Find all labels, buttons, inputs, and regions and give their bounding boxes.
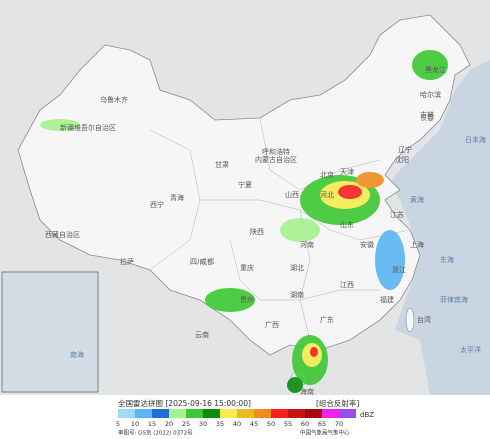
place-label: 湖北 bbox=[290, 263, 304, 272]
color-cell bbox=[288, 409, 305, 418]
place-label: 云南 bbox=[195, 330, 209, 339]
level-label: 10 bbox=[131, 420, 139, 428]
color-cell bbox=[339, 409, 356, 418]
color-cell bbox=[186, 409, 203, 418]
south-china-sea-inset bbox=[1, 271, 99, 393]
place-label: 北京 bbox=[320, 170, 334, 179]
level-label: 40 bbox=[233, 420, 241, 428]
level-label: 20 bbox=[165, 420, 173, 428]
place-label: 台湾 bbox=[417, 315, 431, 324]
place-label: 广东 bbox=[320, 315, 334, 324]
place-label: 四川 bbox=[190, 258, 204, 266]
color-cell bbox=[220, 409, 237, 418]
place-label: 福建 bbox=[380, 295, 394, 304]
approval: 审图号: GS京 (2022) 0372号 bbox=[118, 429, 193, 437]
product: [组合反射率] bbox=[316, 398, 359, 408]
color-cell bbox=[322, 409, 339, 418]
place-label: 吉林 bbox=[420, 110, 434, 119]
place-label: 沈阳 bbox=[395, 155, 409, 164]
level-label: 30 bbox=[199, 420, 207, 428]
china-land bbox=[17, 14, 471, 356]
place-label: 贵州 bbox=[240, 295, 254, 304]
sea-label: 菲律宾海 bbox=[440, 295, 468, 304]
level-label: 45 bbox=[250, 420, 258, 428]
place-label: 重庆 bbox=[240, 263, 254, 272]
color-cell bbox=[152, 409, 169, 418]
place-label: 呼和浩特 bbox=[262, 147, 290, 156]
place-label: 乌鲁木齐 bbox=[100, 95, 128, 104]
place-label: 江苏 bbox=[390, 210, 404, 219]
place-label: 拉萨 bbox=[120, 257, 134, 266]
level-label: 60 bbox=[301, 420, 309, 428]
level-label: 35 bbox=[216, 420, 224, 428]
province-borders bbox=[149, 117, 411, 341]
sea-label: 东海 bbox=[440, 255, 454, 264]
color-cell bbox=[271, 409, 288, 418]
place-label: 浙江 bbox=[392, 265, 406, 274]
place-label: 黑龙江 bbox=[425, 65, 446, 74]
unit: dBZ bbox=[360, 411, 374, 419]
place-label: 西宁 bbox=[150, 200, 164, 209]
place-label: 广西 bbox=[265, 320, 279, 329]
color-cell bbox=[169, 409, 186, 418]
level-label: 70 bbox=[335, 420, 343, 428]
place-label: 江西 bbox=[340, 281, 354, 289]
place-label: 西藏自治区 bbox=[45, 230, 80, 239]
level-label: 65 bbox=[318, 420, 326, 428]
color-cell bbox=[135, 409, 152, 418]
place-labels: 乌鲁木齐新疆维吾尔自治区西藏自治区拉萨 青海西宁 甘肃 内蒙古自治区呼和浩特宁夏 北京天… bbox=[45, 65, 486, 396]
sea-label: 日本海 bbox=[465, 135, 486, 144]
level-label: 55 bbox=[284, 420, 292, 428]
level-label: 5 bbox=[116, 420, 120, 428]
color-scale: 5 10 15 20 25 30 35 40 45 50 55 60 65 70 bbox=[116, 409, 356, 428]
color-cell bbox=[237, 409, 254, 418]
place-label: 陕西 bbox=[250, 227, 264, 236]
color-cell bbox=[254, 409, 271, 418]
place-label: 成都 bbox=[200, 257, 214, 266]
place-label: 辽宁 bbox=[398, 145, 412, 154]
place-label: 哈尔滨 bbox=[420, 90, 441, 99]
place-label: 山西 bbox=[285, 190, 299, 199]
taiwan bbox=[405, 307, 415, 333]
color-cell bbox=[118, 409, 135, 418]
sea-label: 黄海 bbox=[410, 195, 424, 204]
place-label: 湖南 bbox=[290, 290, 304, 299]
place-label: 甘肃 bbox=[215, 160, 229, 169]
level-label: 15 bbox=[148, 420, 156, 428]
source: 中国气象局气象中心 bbox=[300, 429, 350, 437]
place-label: 山东 bbox=[340, 220, 354, 229]
place-label: 青海 bbox=[170, 193, 184, 202]
color-cell bbox=[203, 409, 220, 418]
title: 全国雷达拼图 [2025-09-16 15:00:00] bbox=[118, 398, 251, 408]
sea-label: 南海 bbox=[70, 350, 84, 359]
level-label: 50 bbox=[267, 420, 275, 428]
place-label: 天津 bbox=[340, 168, 354, 176]
place-label: 长春 bbox=[420, 113, 434, 122]
level-label: 25 bbox=[182, 420, 190, 428]
place-label: 河南 bbox=[300, 240, 314, 249]
place-label: 新疆维吾尔自治区 bbox=[60, 123, 116, 132]
place-label: 河北 bbox=[320, 191, 334, 199]
sea-label: 太平洋 bbox=[460, 345, 481, 354]
place-label: 上海 bbox=[410, 240, 424, 249]
place-label: 内蒙古自治区 bbox=[255, 155, 297, 164]
color-cell bbox=[305, 409, 322, 418]
place-label: 安徽 bbox=[360, 240, 374, 249]
place-label: 宁夏 bbox=[238, 180, 252, 189]
place-label: 海南 bbox=[300, 387, 314, 396]
